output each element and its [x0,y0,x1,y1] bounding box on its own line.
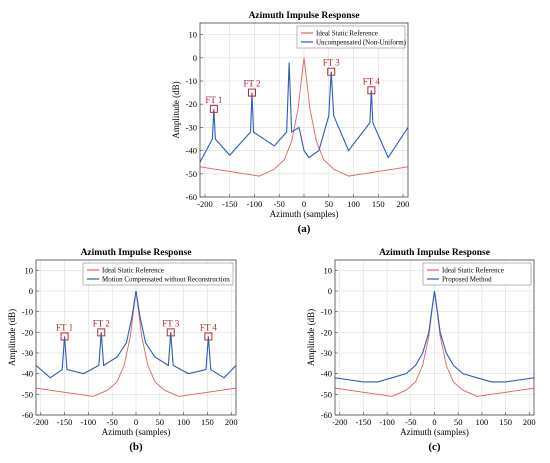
x-tick-label: 150 [201,417,214,427]
legend-box [82,262,234,286]
x-tick-label: 100 [347,199,360,209]
annotation-marker [204,332,213,341]
series-line-1 [200,57,408,177]
y-tick-label: 0 [29,286,33,296]
y-tick-label: -20 [22,327,33,337]
x-tick-label: 200 [225,417,238,427]
x-tick-label: -50 [274,199,285,209]
chart-title: Azimuth Impulse Response [81,248,192,258]
y-tick-label: -50 [321,389,332,399]
series-line-2 [36,290,236,379]
y-axis-label: Amplitude (dB) [306,309,316,366]
y-tick-label: -60 [321,410,332,420]
y-tick-label: -20 [186,99,197,109]
x-axis-label: Azimuth (samples) [270,209,339,219]
annotation-label: FT 3 [162,318,180,328]
y-tick-label: -60 [186,192,197,202]
x-axis-label: Azimuth (samples) [102,427,171,437]
y-axis-label: Amplitude (dB) [7,309,17,366]
y-tick-label: 10 [324,265,333,275]
annotation-marker [209,104,218,113]
annotation-marker [60,332,69,341]
y-axis-label: Amplitude (dB) [171,81,181,138]
y-tick-label: -10 [186,76,197,86]
panel-label: (c) [428,441,441,453]
y-tick-label: -30 [186,122,197,132]
legend-entry: Ideal Static Reference [102,267,164,275]
x-axis-label: Azimuth (samples) [400,427,469,437]
y-tick-label: -50 [186,169,197,179]
y-tick-label: -30 [22,348,33,358]
annotation-label: FT 1 [56,322,73,332]
x-tick-label: -150 [57,417,73,427]
chart-title: Azimuth Impulse Response [379,248,490,258]
annotation-marker [166,328,175,337]
x-tick-label: 0 [432,417,436,427]
y-tick-label: 0 [193,53,197,63]
legend-entry: Proposed Method [442,276,492,284]
annotation-label: FT 4 [200,322,218,332]
x-tick-label: 200 [397,199,410,209]
x-tick-label: -100 [247,199,263,209]
x-tick-label: 50 [156,417,165,427]
annotation-marker [248,88,256,97]
y-tick-label: -40 [22,369,33,379]
annotation-label: FT 2 [93,318,110,328]
legend-entry: Motion Compensated without Reconstructio… [102,276,230,284]
x-tick-label: -150 [222,199,238,209]
x-tick-label: -50 [107,417,118,427]
x-tick-label: -100 [379,417,395,427]
annotation-label: FT 1 [205,95,222,105]
y-tick-label: 0 [328,286,332,296]
x-tick-label: -100 [81,417,97,427]
annotation-marker [327,67,336,76]
x-tick-label: -200 [332,417,348,427]
y-tick-label: -40 [321,369,332,379]
annotation-label: FT 4 [363,76,381,86]
y-tick-label: 10 [189,30,198,40]
x-tick-label: -150 [356,417,372,427]
annotation-label: FT 2 [243,79,260,89]
y-tick-label: -40 [186,146,197,156]
x-tick-label: 150 [372,199,385,209]
annotation-marker [97,328,106,337]
chart-panel-3: -200 -150 -100 -50 0 50 100 150 200100-10-20-30-… [306,248,536,453]
chart-title: Azimuth Impulse Response [249,11,360,21]
x-tick-label: 200 [523,417,536,427]
x-tick-label: 100 [476,417,489,427]
legend-box [296,25,406,49]
annotation-marker [367,86,376,95]
annotation-label: FT 3 [323,58,341,68]
y-tick-label: -10 [321,307,332,317]
series-line-2 [200,62,408,163]
y-tick-label: -20 [321,327,332,337]
x-tick-label: -200 [197,199,213,209]
x-tick-label: -200 [33,417,49,427]
x-tick-label: 100 [177,417,190,427]
x-tick-label: 0 [302,199,306,209]
y-tick-label: -30 [321,348,332,358]
x-tick-label: 0 [134,417,138,427]
y-tick-label: -50 [22,389,33,399]
panel-label: (b) [129,441,143,453]
legend-entry: Uncompensated (Non-Uniform) [316,39,407,47]
chart-panel-2: -200 -150 -100 -50 0 50 100 150 200100-10-20-30-… [7,248,238,453]
y-tick-label: 10 [25,265,34,275]
legend-entry: Ideal Static Reference [316,30,378,38]
y-tick-label: -60 [22,410,33,420]
legend-entry: Ideal Static Reference [442,267,504,275]
y-tick-label: -10 [22,307,33,317]
panel-label: (a) [298,223,311,235]
x-tick-label: 50 [325,199,334,209]
legend-box [422,262,532,286]
x-tick-label: 50 [454,417,463,427]
x-tick-label: -50 [405,417,416,427]
series-line-2 [335,290,534,383]
chart-panel-1: -200 -150 -100 -50 0 50 100 150 200100-10-20-30-… [171,11,409,235]
x-tick-label: 150 [499,417,512,427]
